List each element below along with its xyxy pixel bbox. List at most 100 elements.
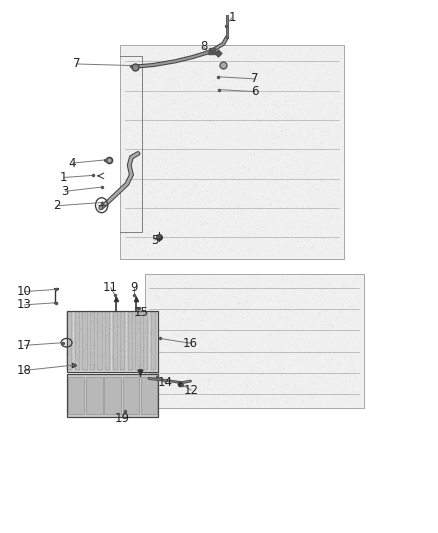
Point — [199, 369, 206, 378]
Point — [199, 155, 206, 163]
Point — [235, 224, 242, 232]
Point — [228, 73, 235, 82]
Point — [190, 305, 197, 313]
Point — [319, 329, 326, 338]
Point — [311, 166, 318, 175]
Point — [194, 314, 201, 322]
Point — [191, 373, 198, 381]
Point — [228, 297, 235, 306]
Point — [211, 53, 218, 62]
Point — [339, 318, 346, 327]
Point — [136, 69, 143, 78]
Point — [226, 101, 233, 109]
Point — [319, 275, 326, 284]
Point — [325, 360, 332, 368]
Point — [208, 106, 215, 115]
Point — [225, 310, 232, 319]
Point — [176, 69, 183, 77]
Point — [332, 345, 339, 353]
Point — [284, 375, 291, 384]
Point — [256, 89, 263, 98]
Point — [159, 308, 166, 317]
Point — [174, 158, 181, 167]
Point — [202, 377, 209, 385]
Point — [245, 308, 252, 317]
Point — [332, 208, 339, 217]
Point — [176, 345, 183, 353]
Point — [321, 290, 328, 298]
Point — [312, 385, 319, 393]
Point — [180, 215, 187, 223]
Point — [294, 342, 301, 350]
Point — [172, 228, 179, 237]
Point — [232, 206, 239, 214]
Point — [201, 236, 208, 244]
Point — [207, 68, 214, 77]
Point — [312, 115, 319, 124]
Point — [124, 46, 131, 55]
Point — [120, 56, 127, 65]
Point — [205, 49, 212, 57]
Point — [267, 56, 274, 65]
Point — [249, 282, 256, 290]
Point — [261, 333, 268, 342]
Point — [338, 87, 345, 95]
Point — [290, 83, 297, 92]
Point — [205, 160, 212, 169]
Point — [197, 99, 204, 108]
Point — [308, 110, 315, 119]
Point — [123, 121, 130, 130]
FancyBboxPatch shape — [143, 312, 148, 370]
Point — [151, 330, 158, 338]
Point — [268, 64, 276, 73]
Point — [217, 47, 224, 55]
Point — [246, 379, 253, 387]
Point — [181, 94, 188, 102]
Point — [333, 375, 340, 383]
Point — [315, 87, 322, 96]
Point — [153, 63, 160, 72]
Point — [332, 185, 339, 194]
Point — [297, 148, 304, 156]
Point — [242, 49, 249, 57]
Point — [252, 199, 259, 208]
Point — [194, 369, 201, 377]
Point — [169, 292, 176, 301]
Point — [342, 284, 349, 292]
Point — [284, 189, 291, 197]
Point — [318, 151, 325, 160]
Point — [222, 325, 229, 333]
Point — [158, 155, 165, 163]
Point — [211, 82, 218, 90]
Point — [257, 95, 264, 104]
Point — [202, 118, 209, 127]
Point — [340, 386, 347, 394]
Point — [151, 388, 158, 397]
Point — [124, 172, 131, 180]
Point — [75, 334, 82, 342]
Point — [222, 363, 229, 372]
Point — [138, 153, 145, 161]
Point — [330, 146, 337, 154]
Point — [265, 180, 272, 189]
Point — [238, 55, 245, 63]
Point — [357, 323, 364, 332]
Point — [214, 308, 221, 316]
Point — [141, 310, 148, 318]
Point — [243, 165, 250, 173]
Point — [145, 210, 152, 219]
Point — [240, 313, 247, 322]
Point — [259, 147, 266, 156]
Point — [237, 226, 244, 235]
Point — [210, 107, 217, 115]
Point — [205, 398, 212, 407]
Point — [331, 342, 338, 351]
Point — [170, 105, 177, 114]
Point — [325, 278, 332, 287]
Point — [285, 303, 292, 312]
Point — [170, 207, 177, 215]
Point — [184, 318, 191, 326]
Point — [191, 192, 198, 201]
Point — [156, 346, 163, 355]
Point — [319, 362, 326, 371]
